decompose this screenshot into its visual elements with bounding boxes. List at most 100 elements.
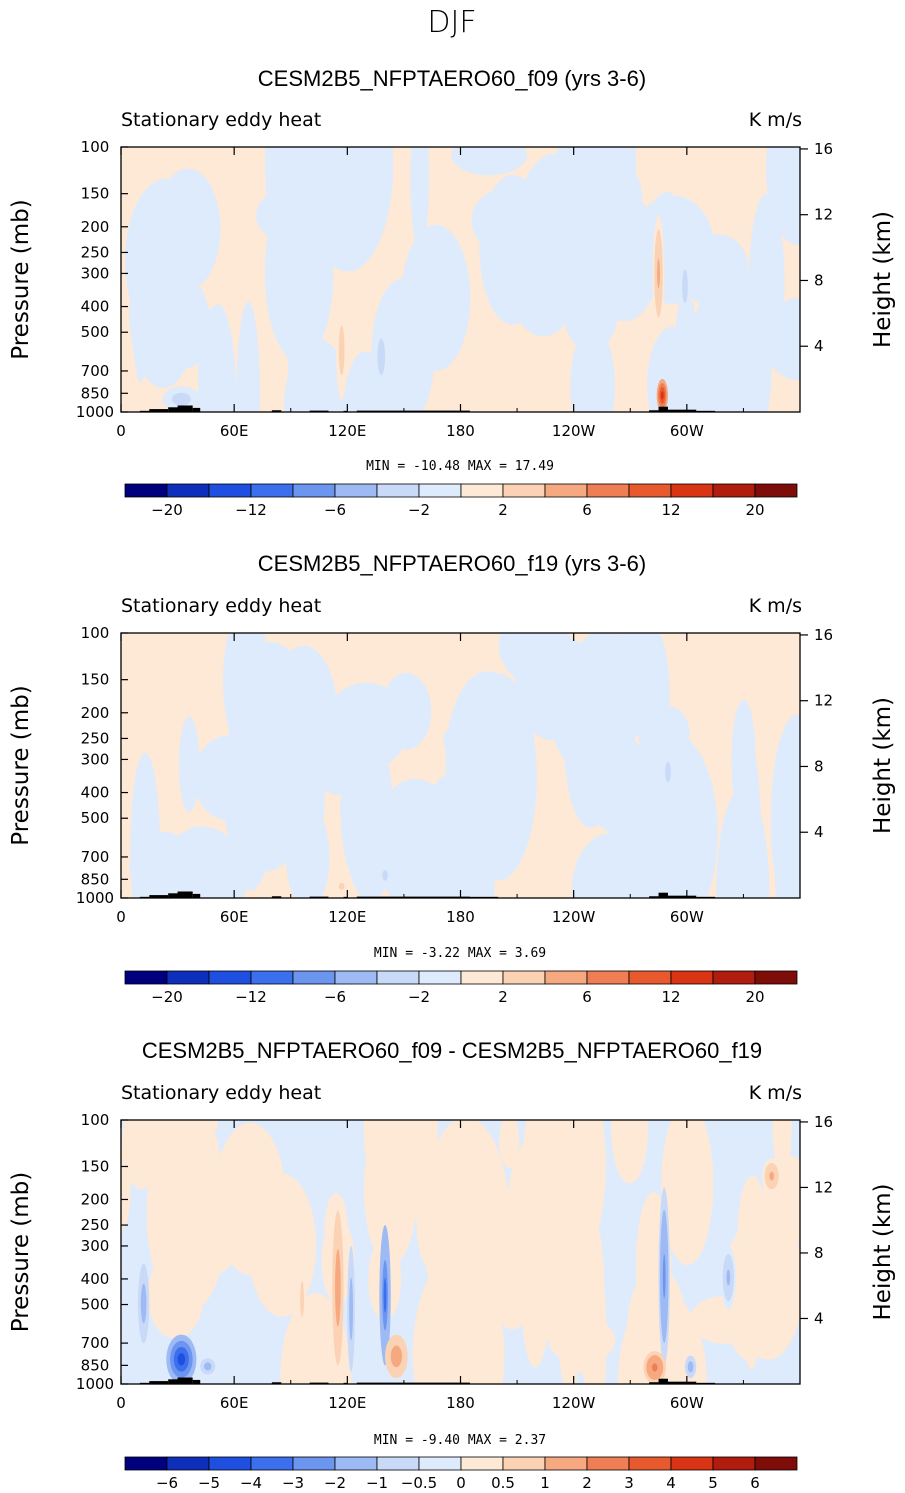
field-patch — [498, 1120, 520, 1169]
contour-feature — [383, 872, 387, 879]
panels: CESM2B5_NFPTAERO60_f09 (yrs 3-6) Stationa… — [8, 66, 896, 1492]
y-tick-label: 500 — [81, 1296, 110, 1314]
x-tick-label: 180 — [446, 422, 475, 440]
field-patch — [381, 672, 432, 750]
x-tick-label: 180 — [446, 1394, 475, 1412]
topography-mask — [667, 409, 697, 412]
field-patch — [770, 714, 800, 898]
y-tick-label: 150 — [81, 671, 110, 689]
y-tick-label: 300 — [81, 750, 110, 768]
colorbar-swatch — [418, 483, 462, 498]
field-patch — [584, 735, 653, 835]
colorbar-swatch — [670, 970, 714, 985]
colorbar-swatch — [628, 1456, 672, 1471]
colorbar-label: −6 — [324, 501, 346, 519]
topography-mask — [309, 896, 329, 898]
colorbar-swatch — [460, 1456, 504, 1471]
colorbar-swatch — [124, 970, 168, 985]
stats-label: MIN = -10.48 MAX = 17.49 — [366, 459, 554, 474]
contour-field — [121, 633, 800, 898]
field-patch — [763, 297, 800, 381]
colorbar-swatch — [754, 970, 798, 985]
y-right-tick-label: 4 — [814, 337, 824, 355]
colorbar-swatch — [208, 1456, 252, 1471]
colorbar-swatch — [628, 970, 672, 985]
colorbar-swatch — [670, 1456, 714, 1471]
contour-feature — [683, 277, 687, 295]
x-tick-label: 0 — [116, 1394, 126, 1412]
topography-mask — [168, 407, 182, 412]
y-tick-label: 100 — [81, 138, 110, 156]
contour-feature — [296, 275, 304, 331]
colorbar-label: −0.5 — [401, 1474, 437, 1492]
panel-variable-label: Stationary eddy heat — [121, 109, 321, 131]
x-tick-label: 60E — [220, 422, 249, 440]
colorbar-swatch — [502, 483, 546, 498]
contour-feature — [205, 1364, 210, 1369]
topography-mask — [192, 1379, 201, 1384]
contour-feature — [393, 1350, 400, 1362]
colorbar-swatch — [754, 1456, 798, 1471]
y-tick-label: 300 — [81, 264, 110, 282]
field-patch — [363, 1120, 418, 1266]
colorbar-swatch — [628, 483, 672, 498]
field-patch — [412, 772, 495, 898]
colorbar-label: −4 — [240, 1474, 262, 1492]
field-patch — [175, 1120, 203, 1269]
contour-feature — [651, 1363, 658, 1372]
colorbar: −20 −12 −6 −2 2 6 12 20 — [124, 483, 798, 519]
contour-feature — [379, 347, 384, 366]
field-patch — [228, 641, 311, 776]
colorbar-swatch — [544, 970, 588, 985]
y-tick-label: 500 — [81, 809, 110, 827]
colorbar-swatch — [166, 1456, 210, 1471]
colorbar-label: −6 — [324, 988, 346, 1006]
topography-mask — [649, 896, 659, 898]
colorbar-swatch — [670, 483, 714, 498]
topography-mask — [667, 1381, 697, 1384]
y-tick-label: 200 — [81, 704, 110, 722]
contour-feature — [726, 1269, 731, 1286]
colorbar-swatch — [502, 1456, 546, 1471]
field-patch — [135, 1120, 219, 1144]
topography-mask — [192, 893, 201, 898]
field-patch — [133, 178, 198, 293]
y-tick-label: 100 — [81, 1111, 110, 1129]
field-patch — [737, 1175, 768, 1290]
panel-title: CESM2B5_NFPTAERO60_f19 (yrs 3-6) — [258, 551, 646, 576]
contour-feature — [662, 1254, 666, 1299]
colorbar-label: 0 — [456, 1474, 466, 1492]
colorbar-swatch — [334, 970, 378, 985]
panel-units-label: K m/s — [749, 109, 802, 131]
colorbar-label: 2 — [498, 501, 508, 519]
colorbar-label: 12 — [661, 988, 680, 1006]
colorbar-swatch — [712, 1456, 756, 1471]
contour-field — [121, 1120, 800, 1384]
y-tick-label: 400 — [81, 1270, 110, 1288]
panel-units-label: K m/s — [749, 595, 802, 617]
colorbar-swatch — [460, 970, 504, 985]
colorbar-swatch — [250, 1456, 294, 1471]
y-right-tick-label: 8 — [814, 757, 824, 775]
contour-feature — [336, 1268, 340, 1308]
field-patch — [193, 735, 265, 821]
colorbar-swatch — [586, 483, 630, 498]
y-tick-label: 200 — [81, 1190, 110, 1208]
y-axis-label-left: Pressure (mb) — [8, 199, 34, 359]
colorbar-swatch — [208, 483, 252, 498]
panel-title: CESM2B5_NFPTAERO60_f09 - CESM2B5_NFPTAER… — [142, 1038, 762, 1063]
topography-mask — [177, 405, 193, 412]
topography-mask — [149, 1381, 169, 1384]
colorbar-swatch — [292, 970, 336, 985]
field-patch — [548, 1317, 616, 1364]
topography-mask — [168, 893, 182, 898]
x-tick-label: 60W — [670, 908, 704, 926]
y-axis-label-left: Pressure (mb) — [8, 1172, 34, 1332]
contour-feature — [660, 391, 664, 400]
topography-mask — [168, 1379, 182, 1384]
colorbar-label: −12 — [235, 501, 267, 519]
y-tick-label: 300 — [81, 1237, 110, 1255]
topography-mask — [667, 895, 697, 898]
y-tick-label: 850 — [81, 870, 110, 888]
